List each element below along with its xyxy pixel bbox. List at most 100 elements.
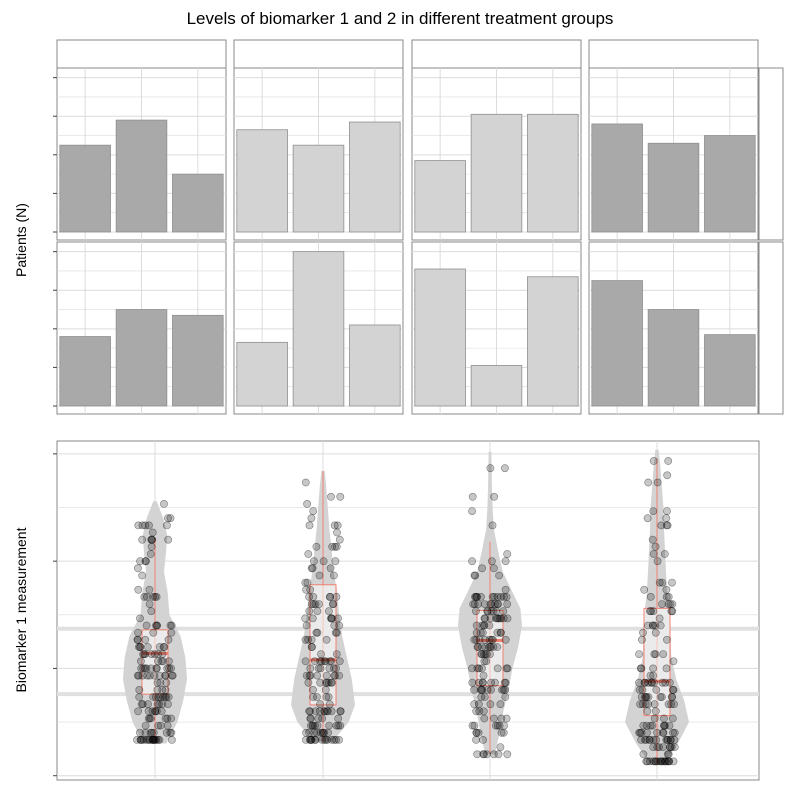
bar [349,324,401,407]
column-strip [233,39,404,69]
jitter-point [644,693,653,701]
bar-panel [588,241,759,415]
jitter-point [151,693,160,701]
jitter-point [155,671,164,680]
jitter-point [471,607,480,616]
jitter-point [161,693,169,701]
jitter-point [642,721,651,730]
jitter-point [669,728,677,737]
jitter-point [489,643,498,651]
jitter-point [493,614,502,623]
jitter-point [641,700,650,709]
jitter-point [501,635,510,644]
jitter-point [503,600,512,608]
jitter-point [472,593,481,601]
jitter-point [329,571,338,580]
jitter-point [152,664,161,673]
jitter-point [664,700,673,709]
jitter-point [486,650,494,658]
jitter-point [332,650,341,658]
jitter-point [487,686,495,694]
bar [527,113,579,233]
jitter-point [305,671,314,680]
jitter-point [660,550,669,558]
violin-group [123,499,187,744]
jitter-point [138,700,147,709]
jitter-point [643,514,652,523]
jitter-point [489,607,498,616]
jitter-point [307,635,316,644]
jitter-point [668,714,677,723]
jitter-point [495,571,503,580]
jitter-point [502,664,511,673]
jitter-point [496,628,505,637]
jitter-point [141,664,149,673]
jitter-point [141,521,150,530]
jitter-point [141,635,150,644]
jitter-point [135,728,144,737]
jitter-point [491,721,500,730]
jitter-point [329,664,338,673]
jitter-point [651,650,660,658]
jitter-point [642,693,651,701]
jitter-point [150,650,159,658]
column-strip [56,39,227,69]
jitter-point [473,643,482,651]
jitter-point [657,521,666,530]
jitter-point [666,736,675,744]
jitter-point [483,686,492,694]
jitter-point [322,693,331,701]
jitter-point [144,700,152,709]
jitter-point [659,650,668,658]
jitter-point [320,707,329,716]
jitter-point [311,736,320,744]
row-strip [758,241,784,415]
jitter-point [493,721,502,730]
jitter-point [320,728,329,737]
jitter-point [309,693,317,701]
jitter-point [153,621,161,630]
jitter-point [149,593,158,601]
jitter-point [147,607,156,616]
jitter-point [150,671,159,680]
jitter-point [159,657,167,666]
jitter-point [476,686,485,694]
jitter-point [136,736,145,744]
jitter-point [331,542,339,551]
jitter-point [501,678,510,687]
jitter-point [664,736,672,744]
jitter-point [149,736,158,744]
jitter-point [332,664,340,673]
bar [115,119,168,233]
jitter-point [647,607,655,616]
jitter-point [133,635,142,644]
jitter-point [640,585,649,594]
jitter-point [661,678,670,687]
jitter-point [163,721,172,730]
jitter-point [663,507,671,515]
jitter-point [325,721,333,730]
violin-group [458,451,522,759]
jitter-point [649,607,658,616]
jitter-point [301,478,310,487]
jitter-point [654,757,662,766]
jitter-point [653,728,661,737]
jitter-point [151,707,160,716]
jitter-point [664,750,673,759]
jitter-point [487,600,496,608]
jitter-point [652,686,661,694]
jitter-point [308,643,316,651]
jitter-point [482,650,491,658]
bar-panel [56,241,227,415]
jitter-point [472,707,481,716]
jitter-point [493,628,502,637]
jitter-point [478,564,486,573]
jitter-point [147,535,156,544]
jitter-point [664,457,673,465]
jitter-point [490,600,499,608]
jitter-point [154,657,162,666]
jitter-point [656,693,665,701]
jitter-point [136,657,145,666]
jitter-point [474,678,483,687]
jitter-point [658,678,667,687]
